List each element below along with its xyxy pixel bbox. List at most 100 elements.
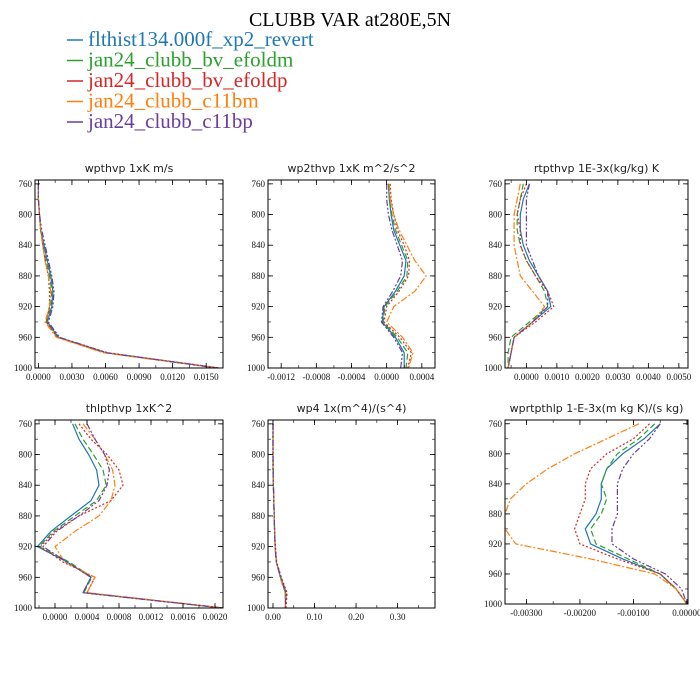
y-tick-label: 800 — [489, 210, 503, 220]
y-tick-label: 880 — [19, 271, 33, 281]
x-tick-label: 0.0004 — [75, 612, 100, 622]
x-tick-label: 0.20 — [348, 612, 364, 622]
panel-title: wpthvp 1xK m/s — [85, 162, 174, 175]
series-line-2 — [589, 423, 688, 604]
legend-entry: jan24_clubb_c11bp — [87, 109, 253, 133]
y-tick-label: 800 — [19, 450, 33, 460]
chart-panel-3: rtpthvp 1E-3x(kg/kg) K 760 800 840 880 920 960… — [484, 162, 692, 382]
panel-title: rtpthvp 1E-3x(kg/kg) K — [534, 162, 660, 175]
y-tick-label: 960 — [19, 332, 33, 342]
x-tick-label: 0.10 — [307, 612, 323, 622]
legend: flthist134.000f_xp2_revertjan24_clubb_bv… — [67, 27, 314, 133]
series-line-2 — [37, 183, 218, 368]
plot-frame — [504, 419, 689, 605]
chart-panels: wpthvp 1xK m/s76080084088092096010000.00… — [14, 162, 700, 622]
x-tick-label: -0.0008 — [302, 372, 330, 382]
plot-frame — [34, 179, 224, 369]
series-line-4 — [272, 423, 286, 608]
y-tick-label: 920 — [252, 542, 266, 552]
x-tick-label: 0.0030 — [605, 372, 630, 382]
y-tick-label: 920 — [252, 302, 266, 312]
figure-title: CLUBB VAR at280E,5N — [249, 9, 451, 31]
y-tick-label: 760 — [19, 419, 33, 429]
chart-panel-2: wp2thvp 1xK m^2/s^2 760 800 840 880 920 960 100… — [247, 162, 436, 382]
y-tick-label: 1000 — [247, 603, 266, 613]
chart-panel-6: wprtpthlp 1-E-3x(m kg K)/(s kg) 760 800 840… — [484, 402, 700, 618]
x-tick-label: 0.0090 — [127, 372, 152, 382]
series-line-3 — [272, 423, 288, 608]
y-tick-label: 960 — [489, 569, 503, 579]
series-line-2 — [38, 423, 223, 608]
y-tick-label: 960 — [19, 572, 33, 582]
y-tick-label: 760 — [489, 419, 503, 429]
y-tick-label: 920 — [489, 539, 503, 549]
x-tick-label: 0.0004 — [409, 372, 434, 382]
x-tick-label: 0.00 — [265, 612, 281, 622]
x-tick-label: -0.00100 — [617, 608, 650, 618]
y-tick-label: 840 — [489, 240, 503, 250]
y-tick-label: 1000 — [247, 363, 266, 373]
chart-panel-4: thlpthvp 1xK^2 760 800 840 880 920 960 1000 0.00… — [14, 402, 228, 622]
series-line-3 — [507, 183, 555, 368]
series-line-5 — [380, 183, 404, 368]
x-tick-label: -0.0004 — [338, 372, 366, 382]
x-tick-label: 0.0012 — [139, 612, 164, 622]
y-tick-label: 760 — [252, 419, 266, 429]
series-line-3 — [573, 423, 688, 604]
series-line-4 — [386, 183, 427, 368]
x-tick-label: 0.0020 — [203, 612, 228, 622]
y-tick-label: 1000 — [484, 599, 503, 609]
plot-frame — [34, 419, 224, 609]
panel-title: wp2thvp 1xK m^2/s^2 — [287, 162, 415, 175]
y-tick-label: 880 — [19, 511, 33, 521]
series-line-3 — [39, 423, 223, 608]
legend-entry: jan24_clubb_bv_efoldp — [87, 68, 287, 92]
x-tick-label: 0.0120 — [160, 372, 185, 382]
y-tick-label: 840 — [19, 240, 33, 250]
y-tick-label: 880 — [489, 271, 503, 281]
y-tick-label: 1000 — [14, 363, 33, 373]
x-tick-label: 0.0030 — [60, 372, 85, 382]
series-line-1 — [381, 183, 407, 368]
series-line-1 — [36, 423, 223, 608]
series-line-4 — [505, 423, 688, 604]
y-tick-label: 840 — [19, 480, 33, 490]
x-tick-label: 0.0050 — [666, 372, 691, 382]
x-tick-label: -0.00200 — [564, 608, 597, 618]
y-tick-label: 800 — [252, 210, 266, 220]
series-line-2 — [382, 183, 409, 368]
x-tick-label: 0.0060 — [93, 372, 118, 382]
y-tick-label: 960 — [252, 572, 266, 582]
panel-title: wprtpthlp 1-E-3x(m kg K)/(s kg) — [510, 402, 684, 415]
series-line-5 — [37, 183, 218, 368]
x-tick-label: 0.00000 — [672, 608, 700, 618]
y-tick-label: 920 — [489, 302, 503, 312]
y-tick-label: 840 — [489, 479, 503, 489]
x-tick-label: 0.0040 — [636, 372, 661, 382]
x-tick-label: 0.30 — [390, 612, 406, 622]
y-tick-label: 1000 — [14, 603, 33, 613]
y-tick-label: 760 — [489, 179, 503, 189]
series-line-5 — [42, 423, 223, 608]
y-tick-label: 880 — [252, 271, 266, 281]
y-tick-label: 840 — [252, 240, 266, 250]
series-line-1 — [272, 423, 286, 608]
y-tick-label: 760 — [19, 179, 33, 189]
panel-title: wp4 1x(m^4)/(s^4) — [297, 402, 407, 415]
y-tick-label: 880 — [252, 511, 266, 521]
x-tick-label: -0.0012 — [267, 372, 295, 382]
x-tick-label: 0.0008 — [107, 612, 132, 622]
legend-entry: jan24_clubb_c11bm — [87, 89, 259, 113]
x-tick-label: 0.0000 — [26, 372, 51, 382]
series-line-2 — [272, 423, 287, 608]
x-tick-label: 0.0010 — [544, 372, 569, 382]
x-tick-label: 0.0150 — [194, 372, 219, 382]
y-tick-label: 760 — [252, 179, 266, 189]
x-tick-label: 0.0016 — [171, 612, 196, 622]
y-tick-label: 800 — [489, 449, 503, 459]
series-line-5 — [611, 423, 688, 604]
chart-panel-5: wp4 1x(m^4)/(s^4)76080084088092096010000… — [247, 402, 436, 622]
series-line-4 — [54, 423, 223, 608]
plot-frame — [267, 419, 436, 609]
